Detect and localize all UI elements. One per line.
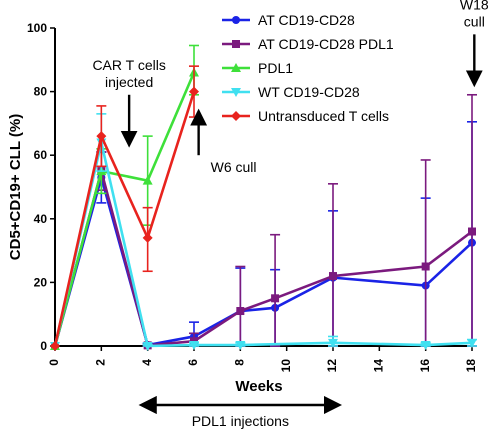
- pdl1-injections-annotation: PDL1 injections: [138, 395, 343, 429]
- data-point: [142, 175, 153, 185]
- legend-swatch-marker: [232, 40, 240, 48]
- x-tick-label: 2: [94, 359, 108, 366]
- series-at-cd19-cd28: [51, 121, 477, 350]
- data-point: [467, 338, 477, 348]
- y-tick-label: 80: [34, 85, 48, 99]
- legend-label: PDL1: [258, 60, 293, 76]
- data-point: [189, 341, 199, 351]
- y-tick-label: 20: [34, 275, 48, 289]
- series-line: [53, 72, 196, 347]
- legend-swatch-marker: [232, 16, 240, 24]
- legend-label: AT CD19-CD28: [258, 12, 355, 28]
- series-wt-cd19-cd28: [50, 113, 477, 351]
- pdl1-injections-label: PDL1 injections: [192, 413, 289, 429]
- annotation-text: cull: [464, 13, 485, 29]
- series-pdl1: [50, 44, 199, 350]
- x-tick-label: 4: [140, 359, 154, 366]
- series-line: [53, 169, 473, 347]
- legend-item: Untransduced T cells: [222, 108, 389, 124]
- legend-item: PDL1: [222, 60, 293, 76]
- data-point: [50, 341, 60, 351]
- series-untransduced-t-cells: [50, 65, 199, 351]
- data-point: [329, 272, 337, 281]
- legend-swatch-marker: [231, 111, 241, 121]
- y-tick-label: 100: [27, 21, 47, 35]
- data-point: [328, 338, 338, 348]
- x-tick-label: 16: [418, 359, 432, 373]
- x-axis-title: Weeks: [235, 378, 282, 395]
- data-point: [142, 232, 153, 243]
- data-point: [271, 294, 280, 303]
- data-point: [96, 131, 107, 142]
- legend-label: AT CD19-CD28 PDL1: [258, 36, 394, 52]
- series-line: [53, 141, 473, 348]
- series-layer: [50, 44, 477, 351]
- x-tick-label: 0: [47, 359, 61, 366]
- y-tick-label: 40: [34, 212, 48, 226]
- annotation-w6: W6 cull: [190, 108, 257, 175]
- x-tick-label: 14: [372, 359, 386, 373]
- y-tick-label: 60: [34, 148, 48, 162]
- x-tick-label: 18: [464, 359, 478, 373]
- data-point: [420, 341, 431, 351]
- legend-item: AT CD19-CD28: [222, 12, 355, 28]
- annotation-text: injected: [105, 74, 153, 90]
- legend-item: WT CD19-CD28: [222, 84, 360, 100]
- y-tick-label: 0: [40, 339, 47, 353]
- y-axis-title: CD5+CD19+ CLL (%): [7, 114, 24, 260]
- annotation-text: CAR T cells: [92, 57, 165, 73]
- data-point: [236, 307, 245, 316]
- legend-label: WT CD19-CD28: [258, 84, 360, 100]
- data-point: [142, 342, 153, 351]
- legend: AT CD19-CD28 AT CD19-CD28 PDL1 PDL1 WT CD19…: [222, 12, 394, 124]
- data-point: [189, 86, 199, 97]
- series-line: [53, 176, 473, 347]
- series-line: [53, 91, 196, 347]
- axes: [54, 28, 472, 347]
- legend-swatch-marker: [231, 88, 241, 97]
- annotation-text: W6 cull: [211, 159, 257, 175]
- series-at-cd19-cd28-pdl1: [51, 93, 477, 350]
- x-tick-label: 12: [325, 359, 339, 373]
- data-point: [421, 262, 430, 271]
- annotation-text: W18: [460, 0, 489, 12]
- x-tick-label: 8: [233, 359, 247, 366]
- x-tick-label: 6: [186, 359, 200, 366]
- legend-label: Untransduced T cells: [258, 108, 389, 124]
- data-point: [468, 227, 476, 236]
- legend-swatch-marker: [231, 63, 241, 72]
- x-tick-label: 10: [279, 359, 293, 373]
- data-point: [235, 341, 246, 351]
- legend-item: AT CD19-CD28 PDL1: [222, 36, 394, 52]
